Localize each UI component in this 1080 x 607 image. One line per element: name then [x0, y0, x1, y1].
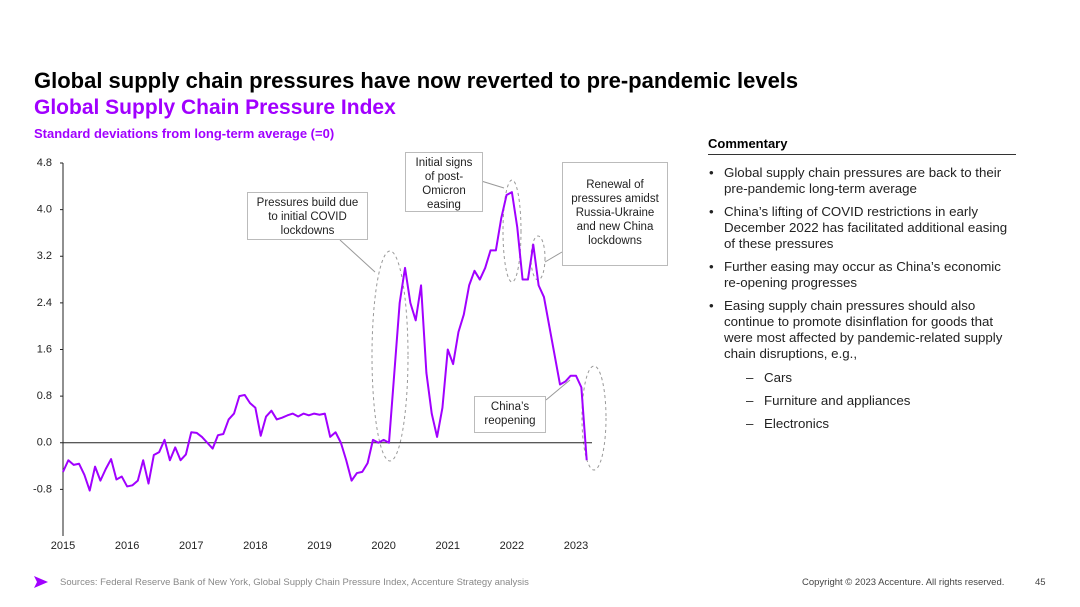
y-tick-label: -0.8 [33, 483, 52, 495]
x-tick-label: 2021 [436, 540, 460, 552]
copyright: Copyright © 2023 Accenture. All rights r… [802, 577, 1005, 588]
highlight-ellipse [371, 250, 409, 462]
x-tick-label: 2020 [371, 540, 395, 552]
source-note: Sources: Federal Reserve Bank of New Yor… [60, 577, 529, 588]
sub-bullet: Electronics [746, 416, 910, 432]
y-tick-label: 0.8 [37, 390, 52, 402]
y-tick-label: 2.4 [37, 297, 52, 309]
annotation: China’s reopening [474, 396, 546, 433]
commentary-list: Global supply chain pressures are back t… [708, 165, 1020, 369]
y-tick-label: 0.0 [37, 437, 52, 449]
commentary-heading: Commentary [708, 136, 1016, 155]
x-tick-label: 2023 [564, 540, 588, 552]
logo [34, 576, 48, 588]
chart-title: Global Supply Chain Pressure Index [34, 96, 396, 119]
x-tick-label: 2015 [51, 540, 75, 552]
bullet: Global supply chain pressures are back t… [708, 165, 1020, 197]
y-tick-label: 1.6 [37, 343, 52, 355]
x-tick-label: 2016 [115, 540, 139, 552]
callout-pointer [545, 379, 571, 401]
x-tick-label: 2017 [179, 540, 203, 552]
annotation: Renewal of pressures amidst Russia-Ukrai… [562, 162, 668, 266]
series-line [62, 191, 588, 492]
sub-bullet: Cars [746, 370, 910, 386]
highlight-ellipse [502, 179, 522, 283]
x-tick-label: 2018 [243, 540, 267, 552]
y-tick-label: 4.8 [37, 157, 52, 169]
y-tick-label: 4.0 [37, 204, 52, 216]
slide-title: Global supply chain pressures have now r… [34, 68, 799, 93]
bullet: Further easing may occur as China’s econ… [708, 259, 1020, 291]
annotation: Pressures build due to initial COVID loc… [247, 192, 368, 240]
callout-pointer [544, 251, 563, 263]
page-number: 45 [1035, 577, 1046, 588]
y-axis-label: Standard deviations from long-term avera… [34, 126, 335, 141]
callout-pointer [339, 239, 376, 273]
x-tick-label: 2019 [307, 540, 331, 552]
x-tick-label: 2022 [500, 540, 524, 552]
annotation: Initial signs of post-Omicron easing [405, 152, 483, 212]
bullet: Easing supply chain pressures should als… [708, 298, 1020, 362]
sub-list: Cars Furniture and appliances Electronics [746, 370, 910, 439]
sub-bullet: Furniture and appliances [746, 393, 910, 409]
highlight-ellipse [581, 365, 607, 471]
bullet: China’s lifting of COVID restrictions in… [708, 204, 1020, 252]
y-tick-label: 3.2 [37, 250, 52, 262]
